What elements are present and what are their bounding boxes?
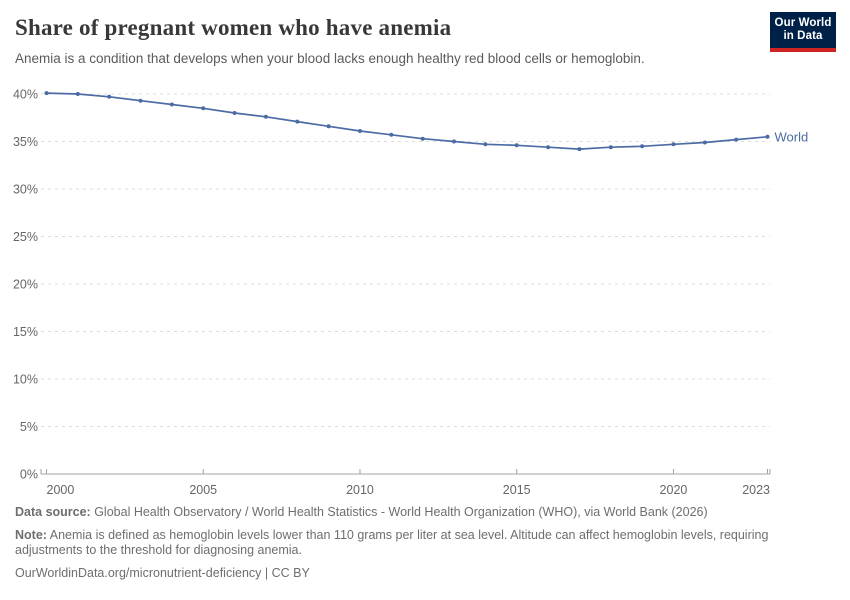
data-point [640,144,645,149]
data-point [514,143,519,148]
data-point [263,114,268,119]
data-point [138,98,143,103]
note-label: Note: [15,527,47,542]
note-line: Note: Anemia is defined as hemoglobin le… [15,528,807,559]
y-tick-label: 20% [13,277,38,291]
y-tick-label: 35% [13,135,38,149]
x-tick-label: 2005 [189,483,217,497]
data-point [75,92,80,96]
data-point [201,106,206,111]
data-point [232,111,237,115]
data-source-text: Global Health Observatory / World Health… [90,505,708,519]
canonical-url-link[interactable]: OurWorldinData.org/micronutrient-deficie… [15,565,310,580]
y-tick-label: 25% [13,230,38,244]
chart-subtitle: Anemia is a condition that develops when… [15,51,645,66]
data-point [577,147,582,152]
note-text: Anemia is defined as hemoglobin levels l… [15,527,769,558]
data-point [420,136,425,141]
trend-line-world [46,92,768,150]
series-label-world: World [775,129,809,144]
x-tick-label: 2015 [503,483,531,497]
y-tick-label: 10% [13,372,38,386]
page-title: Share of pregnant women who have anemia [15,15,452,40]
data-point [452,139,456,144]
data-source-label: Data source: [15,505,91,519]
y-tick-label: 0% [20,467,38,481]
data-point [169,102,174,107]
y-tick-label: 30% [13,182,38,196]
data-point [608,145,613,150]
owid-logo-line2: in Data [783,30,823,42]
data-point [44,91,49,96]
y-tick-label: 15% [13,325,38,339]
y-tick-label: 5% [20,420,38,434]
x-tick-label: 2010 [346,483,374,497]
data-point [702,140,707,145]
data-point [671,142,676,147]
x-tick-label: 2020 [660,483,688,497]
data-point [358,129,362,133]
data-source-line: Data source: Global Health Observatory /… [15,505,807,521]
data-point [295,119,300,124]
data-point [765,134,770,139]
owid-logo-line1: Our World [774,17,832,29]
chart-footer: Data source: Global Health Observatory /… [15,505,807,588]
data-point [546,145,551,150]
data-point [389,132,394,137]
data-point [483,142,488,147]
chart-header: Share of pregnant women who have anemia … [15,14,755,67]
x-tick-label: 2023 [742,483,770,497]
data-point [107,94,112,99]
owid-logo: Our World in Data [770,12,836,52]
data-point [734,137,739,142]
x-tick-label: 2000 [47,483,75,497]
y-tick-label: 40% [13,87,38,101]
data-point [326,124,331,129]
